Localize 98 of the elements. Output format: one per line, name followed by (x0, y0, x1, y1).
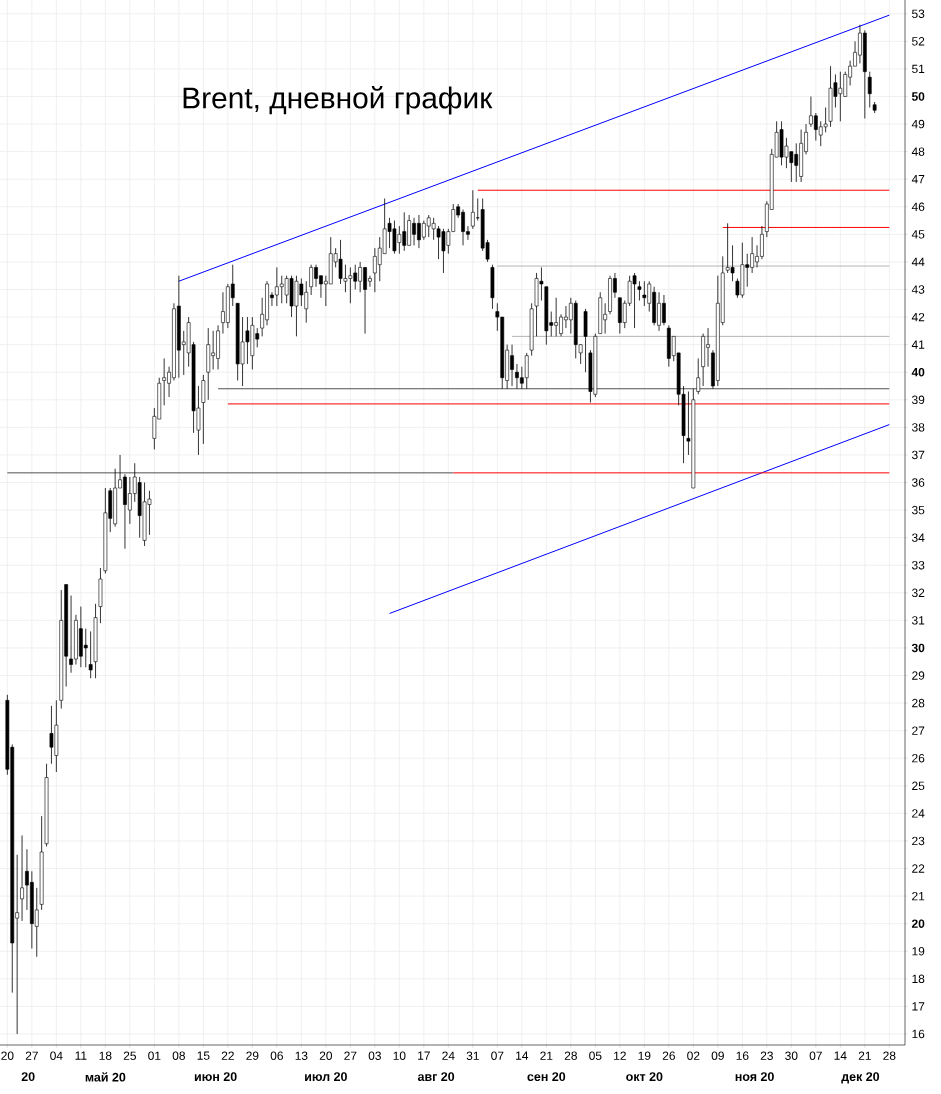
candlestick (20, 835, 24, 922)
y-tick-label: 20 (911, 919, 925, 928)
y-tick-label: 47 (911, 175, 925, 184)
candlestick (637, 280, 642, 301)
candlestick (867, 71, 872, 108)
text: май 20 (85, 1072, 126, 1082)
x-tick-label: 14 (834, 1051, 847, 1060)
x-tick-label: 09 (711, 1051, 724, 1060)
y-tick-label: 33 (911, 560, 925, 570)
y-tick-label: 32 (911, 588, 925, 598)
y-tick-label: 19 (912, 947, 925, 956)
x-tick-label: 07 (809, 1051, 822, 1060)
x-tick-label: 01 (148, 1051, 161, 1060)
y-tick-label: 27 (912, 726, 925, 735)
x-tick-label: 15 (197, 1051, 210, 1060)
x-tick-label: 21 (858, 1051, 871, 1060)
y-tick-label: 30 (911, 643, 925, 653)
x-tick-label: 27 (344, 1051, 357, 1060)
x-tick-label: 19 (638, 1051, 651, 1060)
text: дек 20 (841, 1072, 880, 1084)
x-tick-label: 26 (662, 1051, 675, 1060)
y-tick-label: 46 (911, 202, 925, 211)
text: Brent, дневной график (183, 86, 493, 115)
candlestick (696, 358, 701, 395)
x-tick-label: 20 (1, 1051, 14, 1060)
candlestick (309, 264, 314, 296)
text: окт 20 (626, 1072, 663, 1082)
x-tick-label: 02 (687, 1051, 700, 1060)
text: сен 20 (527, 1072, 566, 1082)
candlestick (88, 631, 93, 679)
x-tick-label: 10 (393, 1051, 406, 1060)
x-tick-label: 03 (368, 1051, 381, 1060)
x-tick-label: 13 (295, 1051, 308, 1060)
y-tick-label: 51 (912, 64, 925, 74)
y-tick-label: 24 (912, 809, 925, 818)
x-tick-label: 28 (883, 1051, 896, 1060)
x-tick-label: 21 (540, 1051, 553, 1060)
y-tick-label: 25 (912, 781, 925, 791)
x-tick-label: 18 (99, 1051, 112, 1060)
y-tick-label: 35 (911, 505, 925, 515)
x-tick-label: 06 (270, 1051, 283, 1060)
x-tick-label: 14 (516, 1051, 529, 1060)
candlestick (162, 358, 167, 406)
y-tick-label: 43 (911, 285, 925, 294)
x-tick-label: 23 (760, 1051, 773, 1060)
y-tick-label: 28 (912, 698, 925, 708)
text: авг 20 (417, 1072, 455, 1082)
y-tick-label: 26 (912, 754, 925, 763)
x-tick-label: 24 (442, 1051, 455, 1060)
y-tick-label: 22 (912, 864, 925, 873)
x-tick-label: 08 (172, 1051, 185, 1060)
y-tick-label: 52 (912, 37, 925, 46)
x-tick-label: 05 (589, 1051, 602, 1060)
x-tick-label: 17 (418, 1051, 430, 1060)
x-tick-label: 22 (221, 1051, 234, 1060)
x-tick-label: 12 (614, 1051, 626, 1060)
x-tick-label: 20 (319, 1051, 333, 1060)
y-tick-label: 37 (911, 450, 925, 460)
y-tick-label: 45 (911, 230, 925, 239)
x-tick-label: 29 (246, 1051, 259, 1060)
x-tick-label: 11 (75, 1051, 87, 1060)
y-tick-label: 50 (911, 92, 925, 101)
y-tick-label: 53 (912, 9, 925, 18)
y-tick-label: 48 (911, 147, 925, 156)
x-tick-label: 31 (466, 1051, 479, 1060)
candlestick (524, 352, 529, 390)
x-tick-label: 27 (25, 1051, 38, 1060)
y-tick-label: 36 (911, 478, 925, 487)
candlestick (470, 189, 475, 230)
text: июл 20 (305, 1072, 347, 1082)
y-tick-label: 39 (911, 395, 925, 405)
x-tick-label: 07 (491, 1051, 504, 1060)
y-tick-label: 40 (911, 367, 925, 377)
x-tick-label: 28 (564, 1051, 577, 1060)
y-tick-label: 44 (911, 257, 925, 267)
y-tick-label: 21 (912, 891, 925, 901)
y-tick-label: 29 (912, 671, 925, 680)
y-tick-label: 49 (911, 119, 925, 129)
candlestick (642, 280, 647, 307)
candlestick (201, 374, 206, 445)
text: ноя 20 (735, 1072, 774, 1082)
y-tick-label: 41 (911, 340, 925, 349)
y-tick-label: 34 (911, 533, 925, 542)
y-tick-label: 23 (912, 836, 925, 846)
x-tick-label: 04 (50, 1051, 63, 1060)
candlestick (823, 107, 828, 133)
text: июн 20 (194, 1072, 237, 1082)
x-tick-label: 16 (736, 1051, 749, 1060)
x-tick-label: 30 (785, 1051, 798, 1060)
y-tick-label: 42 (911, 312, 925, 322)
x-tick-label: 25 (123, 1051, 136, 1060)
y-tick-label: 17 (912, 1002, 925, 1011)
text: 20 (21, 1072, 35, 1082)
y-tick-label: 18 (912, 974, 925, 984)
y-tick-label: 31 (911, 616, 925, 625)
candlestick (83, 628, 88, 668)
y-tick-label: 16 (912, 1029, 925, 1039)
y-tick-label: 38 (911, 423, 925, 432)
